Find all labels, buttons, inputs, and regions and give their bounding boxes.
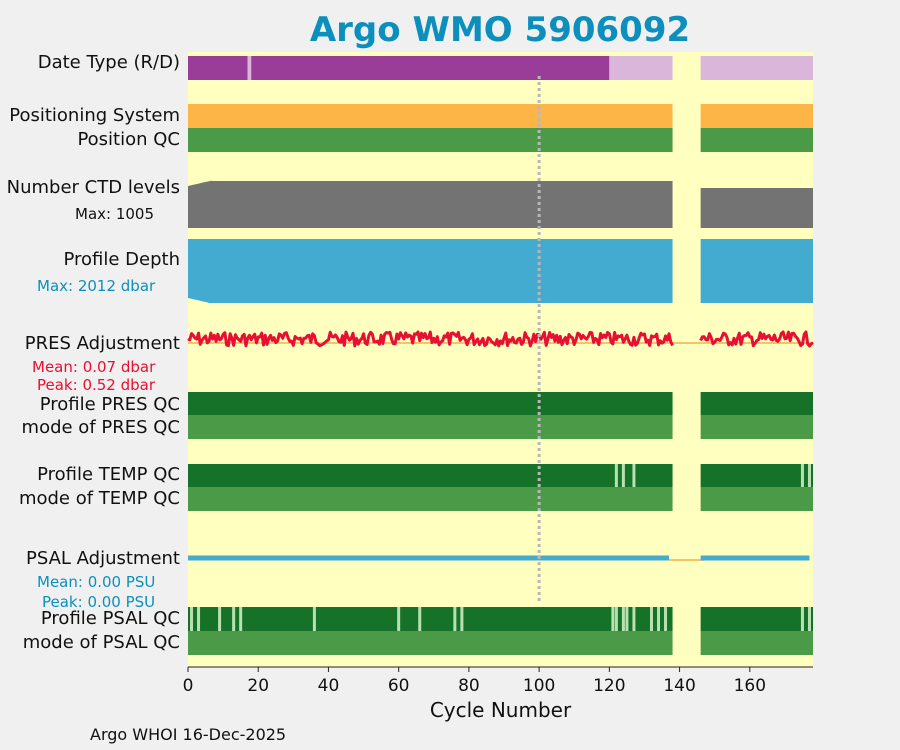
x-tick-label: 60 xyxy=(388,676,410,696)
chart-title: Argo WMO 5906092 xyxy=(309,10,691,50)
pres-adjustment-line xyxy=(699,330,814,348)
psal-qc-flag-mark xyxy=(218,607,222,631)
profile-temp-qc-segment xyxy=(188,464,673,487)
profile-depth-area xyxy=(188,239,673,303)
x-tick-label: 20 xyxy=(247,676,269,696)
x-tick-label: 100 xyxy=(523,676,555,696)
psal-qc-flag-mark xyxy=(190,607,194,631)
profile-pres-qc-segment xyxy=(700,392,813,415)
ctd-max-text: Max: 1005 xyxy=(75,205,155,223)
pres-mean-text: Mean: 0.07 dbar xyxy=(32,358,156,376)
mode-temp-qc-segment xyxy=(700,487,813,511)
profile-temp-qc-segment xyxy=(700,464,813,487)
depth-max-text: Max: 2012 dbar xyxy=(37,277,156,295)
x-tick-label: 0 xyxy=(183,676,194,696)
psal-peak-text: Peak: 0.00 PSU xyxy=(42,593,156,611)
temp-qc-flag-mark xyxy=(621,464,625,487)
row-label-profile-psal-qc: Profile PSAL QC xyxy=(40,608,180,629)
date-type-segment xyxy=(700,56,813,80)
psal-qc-flag-mark xyxy=(614,607,618,631)
psal-qc-flag-mark xyxy=(453,607,457,631)
psal-qc-flag-mark xyxy=(239,607,243,631)
row-label-psal-adjustment: PSAL Adjustment xyxy=(25,548,180,569)
row-label-position-qc: Position QC xyxy=(77,129,180,150)
row-label-mode-temp-qc: mode of TEMP QC xyxy=(18,488,180,509)
psal-qc-flag-mark xyxy=(664,607,668,631)
temp-qc-flag-mark xyxy=(800,464,804,487)
positioning-system-segment xyxy=(188,104,673,128)
psal-qc-flag-mark xyxy=(621,607,625,631)
psal-qc-flag-mark xyxy=(800,607,804,631)
mode-pres-qc-segment xyxy=(700,415,813,439)
mode-temp-qc-segment xyxy=(188,487,673,511)
psal-qc-flag-mark xyxy=(197,607,201,631)
temp-qc-flag-mark xyxy=(807,464,811,487)
row-label-mode-psal-qc: mode of PSAL QC xyxy=(22,632,180,653)
position-qc-segment xyxy=(700,128,813,152)
x-tick-label: 140 xyxy=(663,676,695,696)
psal-qc-flag-mark xyxy=(657,607,661,631)
date-type-segment xyxy=(188,56,248,80)
row-label-profile-pres-qc: Profile PRES QC xyxy=(39,394,180,415)
psal-qc-flag-mark xyxy=(397,607,401,631)
row-label-positioning-system: Positioning System xyxy=(9,105,180,126)
ctd-levels-area xyxy=(700,188,813,228)
psal-qc-flag-mark xyxy=(632,607,636,631)
psal-qc-flag-mark xyxy=(232,607,236,631)
positioning-system-segment xyxy=(700,104,813,128)
pres-adjustment-line xyxy=(187,330,674,348)
date-type-segment xyxy=(609,56,673,80)
plot-background xyxy=(188,52,813,667)
psal-qc-flag-mark xyxy=(312,607,316,631)
x-tick-label: 80 xyxy=(458,676,480,696)
row-label-pres-adjustment: PRES Adjustment xyxy=(24,333,180,354)
temp-qc-flag-mark xyxy=(632,464,636,487)
date-type-segment xyxy=(247,56,252,80)
footer-credit: Argo WHOI 16-Dec-2025 xyxy=(90,725,287,744)
x-tick-label: 120 xyxy=(593,676,625,696)
psal-qc-flag-mark xyxy=(625,607,629,631)
pres-peak-text: Peak: 0.52 dbar xyxy=(37,376,156,394)
row-label-profile-temp-qc: Profile TEMP QC xyxy=(37,464,180,485)
x-tick-label: 160 xyxy=(734,676,766,696)
x-tick-label: 40 xyxy=(318,676,340,696)
mode-pres-qc-segment xyxy=(188,415,673,439)
profile-psal-qc-segment xyxy=(700,607,813,631)
row-label-ctd-levels: Number CTD levels xyxy=(6,177,180,198)
mode-psal-qc-segment xyxy=(700,631,813,655)
ctd-levels-area xyxy=(188,180,673,228)
temp-qc-flag-mark xyxy=(614,464,618,487)
row-label-mode-pres-qc: mode of PRES QC xyxy=(21,417,180,438)
profile-depth-area xyxy=(700,239,813,303)
row-label-profile-depth: Profile Depth xyxy=(63,249,180,270)
profile-psal-qc-segment xyxy=(188,607,673,631)
psal-qc-flag-mark xyxy=(418,607,422,631)
date-type-segment xyxy=(251,56,610,80)
psal-mean-text: Mean: 0.00 PSU xyxy=(37,573,156,591)
profile-pres-qc-segment xyxy=(188,392,673,415)
x-axis-label: Cycle Number xyxy=(429,698,572,722)
psal-qc-flag-mark xyxy=(611,607,615,631)
psal-qc-flag-mark xyxy=(460,607,464,631)
position-qc-segment xyxy=(188,128,673,152)
psal-qc-flag-mark xyxy=(807,607,811,631)
row-label-date-type: Date Type (R/D) xyxy=(37,52,180,73)
mode-psal-qc-segment xyxy=(188,631,673,655)
psal-qc-flag-mark xyxy=(649,607,653,631)
